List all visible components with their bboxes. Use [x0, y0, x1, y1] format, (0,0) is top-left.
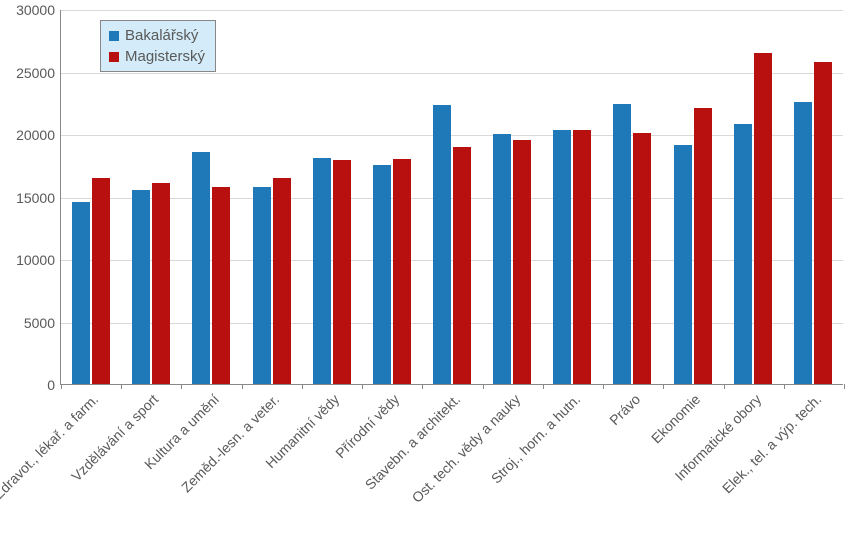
- x-tick: [422, 384, 423, 389]
- x-tick: [844, 384, 845, 389]
- x-tick: [483, 384, 484, 389]
- bar: [734, 124, 752, 384]
- bar-group: [302, 10, 362, 384]
- y-tick-label: 20000: [16, 127, 61, 143]
- bar: [212, 187, 230, 385]
- x-tick: [724, 384, 725, 389]
- x-tick: [603, 384, 604, 389]
- bar: [333, 160, 351, 384]
- bar-group: [542, 10, 602, 384]
- bar: [313, 158, 331, 384]
- legend-item: Magisterský: [109, 46, 205, 67]
- bar: [573, 130, 591, 384]
- bar-group: [663, 10, 723, 384]
- x-tick: [242, 384, 243, 389]
- y-tick-label: 25000: [16, 65, 61, 81]
- bar: [92, 178, 110, 384]
- bar: [152, 183, 170, 384]
- bar: [754, 53, 772, 384]
- legend: Bakalářský Magisterský: [100, 20, 216, 72]
- legend-swatch: [109, 52, 119, 62]
- x-tick: [663, 384, 664, 389]
- bar: [192, 152, 210, 385]
- bar: [72, 202, 90, 385]
- bar: [794, 102, 812, 385]
- x-tick: [543, 384, 544, 389]
- legend-swatch: [109, 31, 119, 41]
- bar: [373, 165, 391, 384]
- bar-group: [783, 10, 843, 384]
- x-tick: [61, 384, 62, 389]
- bar: [132, 190, 150, 384]
- bar: [513, 140, 531, 384]
- bar: [453, 147, 471, 385]
- bar: [674, 145, 692, 384]
- y-tick-label: 0: [47, 377, 61, 393]
- bar: [633, 133, 651, 384]
- y-tick-label: 10000: [16, 252, 61, 268]
- bar-group: [602, 10, 662, 384]
- bar-chart: 0 5000 10000 15000 20000 25000 30000 Bakalářsk…: [0, 0, 858, 535]
- y-tick-label: 15000: [16, 190, 61, 206]
- bar-group: [482, 10, 542, 384]
- x-tick: [784, 384, 785, 389]
- x-tick: [362, 384, 363, 389]
- bar: [613, 104, 631, 384]
- legend-label: Magisterský: [125, 48, 205, 65]
- bar: [253, 187, 271, 385]
- legend-label: Bakalářský: [125, 27, 198, 44]
- bar-group: [362, 10, 422, 384]
- x-tick: [181, 384, 182, 389]
- bar: [814, 62, 832, 385]
- y-tick-label: 30000: [16, 2, 61, 18]
- bar-group: [241, 10, 301, 384]
- x-tick: [302, 384, 303, 389]
- bar: [694, 108, 712, 384]
- bar: [273, 178, 291, 384]
- bar: [393, 159, 411, 384]
- bar: [433, 105, 451, 384]
- bar: [553, 130, 571, 384]
- legend-item: Bakalářský: [109, 25, 205, 46]
- bar-group: [422, 10, 482, 384]
- bar: [493, 134, 511, 384]
- y-tick-label: 5000: [24, 315, 61, 331]
- bar-group: [723, 10, 783, 384]
- x-tick: [121, 384, 122, 389]
